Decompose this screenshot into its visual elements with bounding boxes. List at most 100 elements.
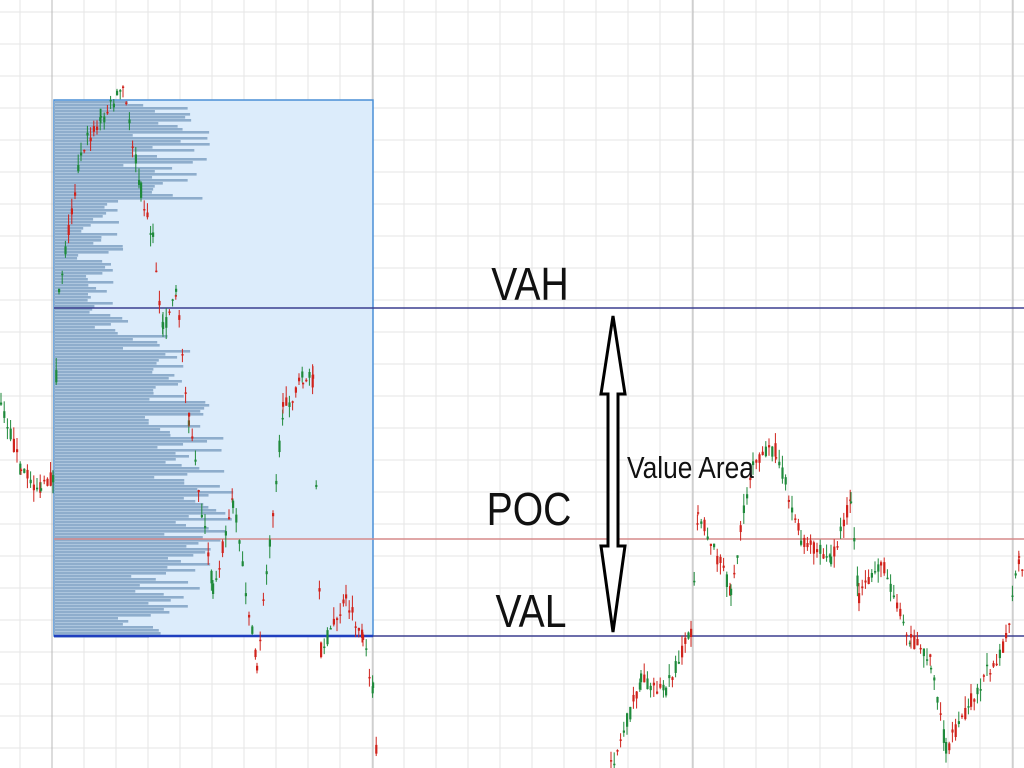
profile-bar	[54, 101, 128, 104]
candle-body	[3, 411, 6, 418]
candle-body	[619, 739, 622, 741]
candle-body	[134, 154, 137, 164]
profile-bar	[54, 584, 140, 587]
candle-body	[781, 467, 784, 479]
candle-body	[816, 549, 819, 553]
candle-body	[162, 322, 165, 330]
candle-body	[626, 713, 629, 727]
profile-bar	[54, 272, 103, 275]
profile-bar	[54, 404, 210, 407]
candle-body	[332, 618, 335, 625]
candle-body	[301, 371, 304, 378]
candle-body	[819, 544, 822, 554]
profile-bar	[54, 548, 211, 551]
profile-bar	[54, 626, 153, 629]
candle-body	[19, 463, 22, 475]
candle-body	[722, 565, 725, 568]
profile-bar	[54, 173, 197, 176]
profile-bar	[54, 359, 159, 362]
profile-bar	[54, 437, 224, 440]
profile-bar	[54, 323, 111, 326]
profile-bar	[54, 467, 200, 470]
candle-body	[662, 684, 665, 691]
candle-body	[275, 480, 278, 485]
profile-bar	[54, 587, 200, 590]
candle-body	[616, 750, 619, 752]
candle-body	[659, 683, 662, 688]
profile-bar	[54, 575, 132, 578]
candle-body	[889, 583, 892, 592]
profile-bar	[54, 251, 109, 254]
candle-body	[671, 677, 674, 680]
profile-bar	[54, 365, 184, 368]
candle-body	[709, 543, 712, 546]
profile-bar	[54, 371, 153, 374]
candle-body	[305, 379, 308, 382]
profile-bar	[54, 263, 111, 266]
candle-body	[910, 634, 913, 638]
candle-body	[336, 618, 339, 621]
profile-bar	[54, 236, 102, 239]
candle-body	[278, 440, 281, 453]
profile-bar	[54, 452, 176, 455]
candle-body	[155, 270, 158, 273]
candle-body	[668, 675, 671, 679]
profile-bar	[54, 158, 207, 161]
candle-body	[646, 678, 649, 690]
profile-bar	[54, 221, 119, 224]
candle-body	[194, 459, 197, 462]
candle-body	[649, 685, 652, 691]
candle-body	[323, 646, 326, 649]
profile-bar	[54, 116, 186, 119]
candle-body	[836, 546, 839, 548]
profile-bar	[54, 524, 186, 527]
profile-bar	[54, 161, 193, 164]
profile-bar	[54, 212, 107, 215]
profile-bar	[54, 266, 106, 269]
profile-bar	[54, 569, 196, 572]
candle-body	[933, 677, 936, 681]
profile-bar	[54, 530, 226, 533]
candle-body	[1014, 573, 1017, 576]
candle-body	[629, 706, 632, 720]
profile-bar	[54, 470, 225, 473]
candle-body	[92, 126, 95, 132]
profile-bar	[54, 500, 196, 503]
profile-bar	[54, 593, 164, 596]
candle-body	[703, 519, 706, 532]
candle-body	[913, 635, 916, 649]
profile-bar	[54, 620, 129, 623]
candle-body	[152, 232, 155, 237]
candle-body	[945, 742, 948, 754]
candle-body	[877, 564, 880, 572]
candle-body	[970, 693, 973, 707]
profile-bar	[54, 377, 169, 380]
profile-bar	[54, 317, 123, 320]
profile-bar	[54, 386, 156, 389]
profile-bar	[54, 314, 111, 317]
candle-body	[165, 317, 168, 328]
candle-body	[251, 626, 254, 634]
profile-bar	[54, 410, 201, 413]
candle-body	[886, 577, 889, 580]
candle-body	[830, 556, 833, 565]
profile-bar	[54, 281, 114, 284]
candle-body	[995, 663, 998, 666]
candle-body	[238, 540, 241, 544]
profile-bar	[54, 203, 108, 206]
candle-body	[244, 593, 247, 597]
candle-body	[248, 614, 251, 618]
profile-bar	[54, 356, 178, 359]
candle-body	[294, 387, 297, 393]
candle-body	[149, 232, 152, 235]
profile-bar	[54, 533, 165, 536]
profile-bar	[54, 434, 171, 437]
candle-body	[905, 634, 908, 637]
candle-body	[794, 518, 797, 520]
candle-body	[9, 428, 12, 440]
profile-bar	[54, 200, 119, 203]
candle-body	[778, 461, 781, 466]
profile-bar	[54, 389, 154, 392]
profile-bar	[54, 614, 151, 617]
